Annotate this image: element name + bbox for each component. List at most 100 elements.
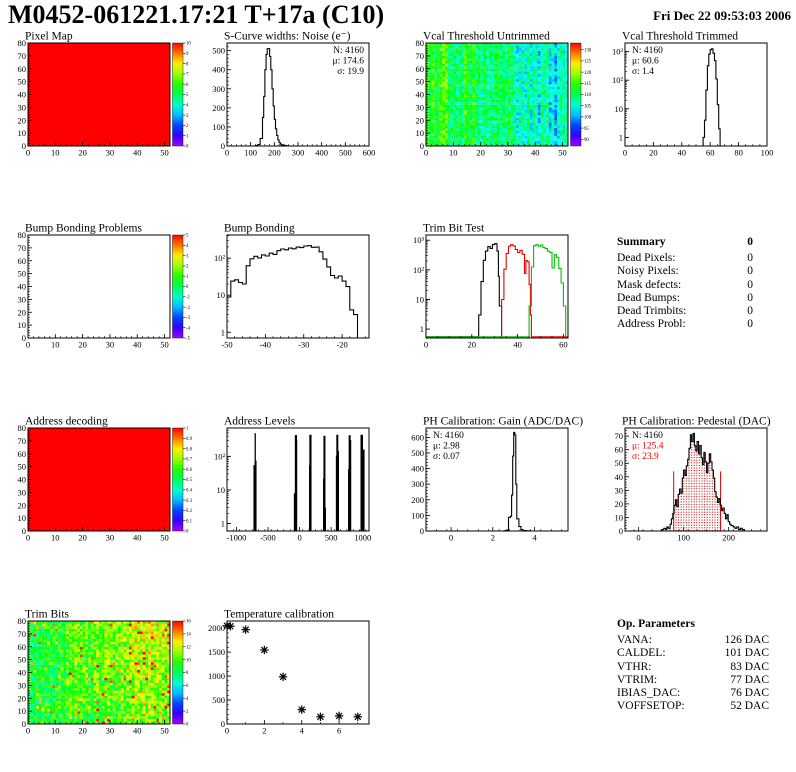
summary-label: Address Probl: <box>617 318 686 331</box>
stats-line: N: 4160 <box>333 46 364 56</box>
opparams-value: 83 DAC <box>730 660 769 673</box>
svg-text:0: 0 <box>221 141 225 151</box>
svg-text:40: 40 <box>133 533 142 543</box>
summary-panel: Summary 0 Dead Pixels: 0 Noisy Pixels: 0 Mas… <box>617 236 753 331</box>
stats-line: σ: 19.9 <box>337 67 364 77</box>
svg-text:60: 60 <box>706 148 715 158</box>
opparams-label: CALDEL: <box>617 647 666 660</box>
svg-text:1: 1 <box>221 519 225 529</box>
svg-text:50: 50 <box>160 533 169 543</box>
stats-line: N: 4160 <box>632 431 663 441</box>
svg-text:30: 30 <box>504 148 513 158</box>
svg-text:2: 2 <box>186 265 189 270</box>
svg-text:200: 200 <box>722 533 735 543</box>
opparams-row: VANA: 126 DAC <box>617 634 769 647</box>
svg-text:50: 50 <box>160 148 169 158</box>
opparams-row: CALDEL: 101 DAC <box>617 647 769 660</box>
summary-label: Dead Pixels: <box>617 252 676 265</box>
summary-total: 0 <box>747 236 753 248</box>
svg-text:10: 10 <box>51 533 60 543</box>
svg-text:10: 10 <box>51 340 60 350</box>
svg-text:20: 20 <box>78 148 87 158</box>
svg-text:0: 0 <box>26 340 30 350</box>
svg-text:30: 30 <box>18 487 27 497</box>
svg-text:90: 90 <box>584 138 589 143</box>
summary-label: Mask defects: <box>617 278 682 291</box>
svg-text:600: 600 <box>411 432 424 442</box>
opparams-label: VANA: <box>617 634 652 647</box>
svg-text:10: 10 <box>18 320 27 330</box>
svg-text:2: 2 <box>186 124 189 129</box>
svg-text:20: 20 <box>78 533 87 543</box>
svg-text:50: 50 <box>18 77 27 87</box>
svg-text:60: 60 <box>559 340 568 350</box>
svg-text:10²: 10² <box>413 265 425 275</box>
svg-text:0: 0 <box>22 526 26 536</box>
svg-text:-30: -30 <box>298 340 309 350</box>
svg-text:130: 130 <box>584 48 592 53</box>
svg-text:0: 0 <box>186 530 189 535</box>
summary-header: Summary 0 <box>617 236 753 249</box>
svg-text:1: 1 <box>221 327 225 337</box>
summary-value: 0 <box>747 252 753 265</box>
svg-text:500: 500 <box>339 148 352 158</box>
svg-text:10: 10 <box>217 485 226 495</box>
svg-text:105: 105 <box>584 104 592 109</box>
svg-text:-40: -40 <box>260 340 271 350</box>
opparams-row: VTRIM: 77 DAC <box>617 674 769 687</box>
svg-text:40: 40 <box>531 148 540 158</box>
svg-text:0.1: 0.1 <box>186 519 193 524</box>
svg-text:0: 0 <box>424 340 428 350</box>
svg-text:-50: -50 <box>221 340 232 350</box>
plot-ph-calibration-gain: PH Calibration: Gain (ADC/DAC) 0 2 4 0 100 200… <box>398 415 597 550</box>
opparams-value: 52 DAC <box>730 700 769 713</box>
svg-text:400: 400 <box>212 65 225 75</box>
opparams-label: IBIAS_DAC: <box>617 687 681 700</box>
stats-line: σ: 23.9 <box>632 452 659 462</box>
svg-text:100: 100 <box>411 510 424 520</box>
summary-value: 0 <box>747 305 753 318</box>
svg-text:0.4: 0.4 <box>186 489 193 494</box>
ph-calibration-gain-chart: PH Calibration: Gain (ADC/DAC) 0 2 4 0 100 200… <box>411 416 583 543</box>
svg-text:40: 40 <box>615 472 624 482</box>
svg-text:20: 20 <box>416 115 425 125</box>
plot-title: PH Calibration: Gain (ADC/DAC) <box>423 416 583 428</box>
svg-text:10: 10 <box>615 104 624 114</box>
svg-text:80: 80 <box>18 230 27 240</box>
bump-bonding-chart: Bump Bonding -50 -40 -30 -20 1 10 10² <box>214 223 370 350</box>
plot-title: Temperature calibration <box>224 609 334 621</box>
svg-text:5: 5 <box>186 93 189 98</box>
summary-label: Dead Bumps: <box>617 291 680 304</box>
svg-text:300: 300 <box>292 148 305 158</box>
summary-row: Dead Pixels: 0 <box>617 252 753 265</box>
svg-text:40: 40 <box>513 340 522 350</box>
svg-text:500: 500 <box>325 533 338 543</box>
svg-text:10: 10 <box>51 148 60 158</box>
stats-line: σ: 0.07 <box>433 452 460 462</box>
svg-text:0: 0 <box>623 148 627 158</box>
svg-text:7: 7 <box>186 73 189 78</box>
svg-text:100: 100 <box>761 148 774 158</box>
svg-text:1000: 1000 <box>354 533 371 543</box>
svg-text:4: 4 <box>186 244 189 249</box>
svg-text:0: 0 <box>26 533 30 543</box>
svg-text:8: 8 <box>186 62 189 67</box>
stats-line: μ: 174.6 <box>333 57 365 67</box>
plot-title: Address Levels <box>224 416 296 428</box>
summary-label: Dead Trimbits: <box>617 305 687 318</box>
svg-text:-500: -500 <box>260 533 276 543</box>
svg-text:4: 4 <box>532 533 537 543</box>
svg-text:50: 50 <box>558 148 567 158</box>
svg-text:95: 95 <box>584 127 589 132</box>
svg-text:100: 100 <box>244 148 257 158</box>
svg-text:120: 120 <box>584 71 592 76</box>
svg-text:0: 0 <box>424 148 428 158</box>
svg-text:20: 20 <box>615 499 624 509</box>
svg-text:4: 4 <box>186 104 189 109</box>
svg-text:0: 0 <box>26 148 30 158</box>
summary-row: Address Probl: 0 <box>617 318 753 331</box>
svg-text:30: 30 <box>18 294 27 304</box>
svg-text:115: 115 <box>584 82 592 87</box>
